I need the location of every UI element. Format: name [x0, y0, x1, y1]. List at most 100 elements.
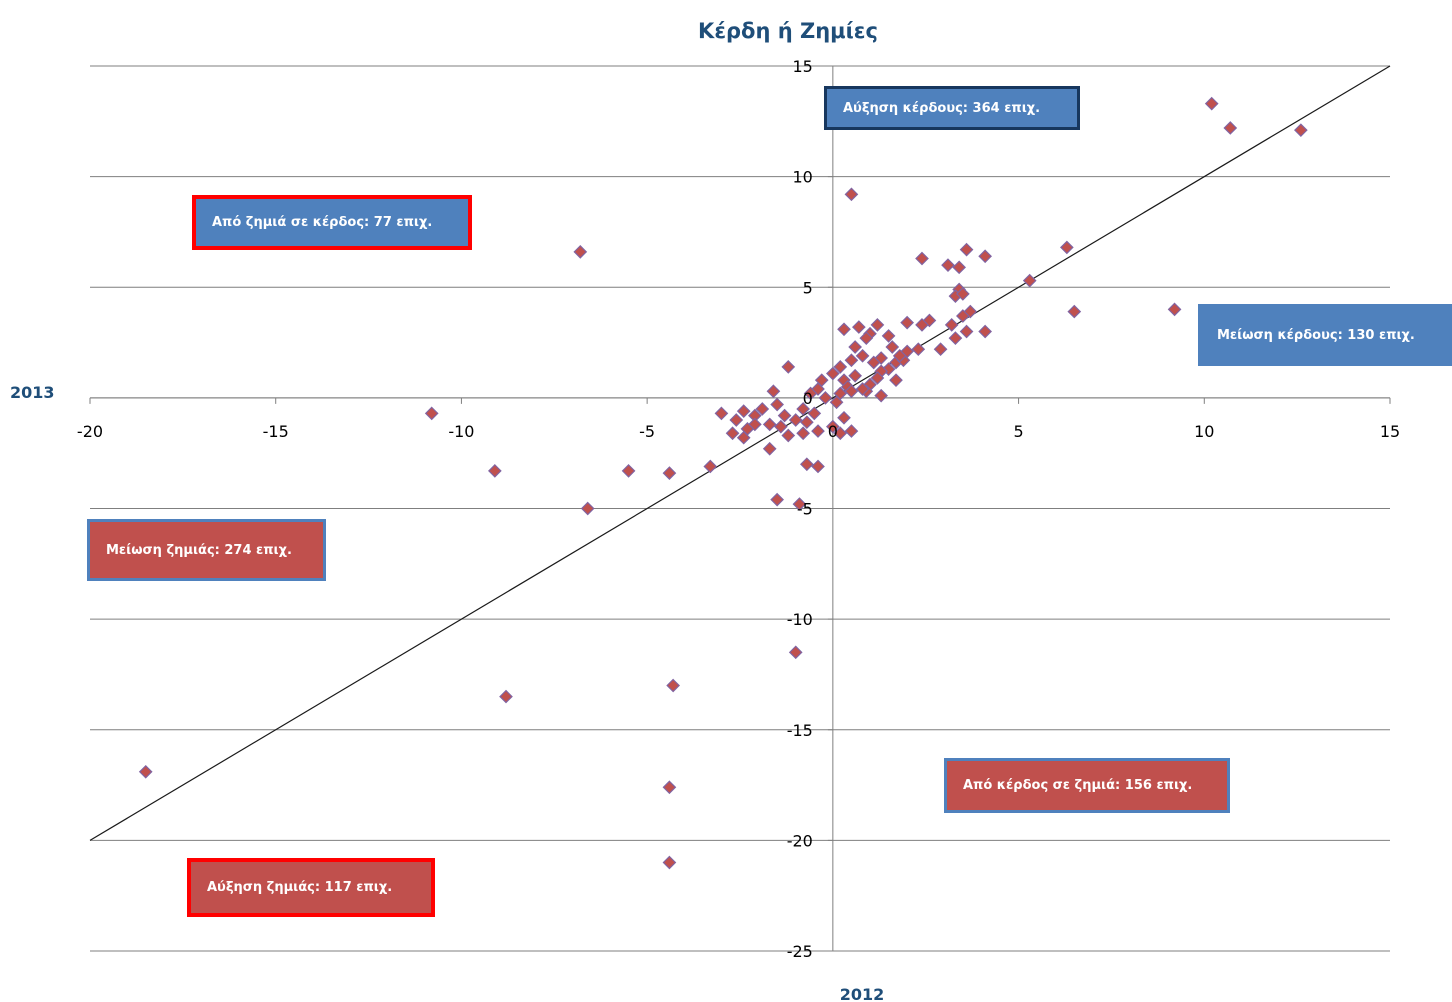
data-point	[1294, 123, 1308, 138]
data-point	[796, 426, 810, 441]
data-point	[580, 501, 595, 516]
data-point	[499, 689, 513, 704]
x-tick-label: 10	[1194, 422, 1214, 441]
data-point	[807, 406, 822, 421]
y-tick-label: -20	[787, 831, 813, 850]
x-tick-label: -20	[77, 422, 103, 441]
data-point	[881, 329, 896, 343]
data-point	[703, 459, 718, 474]
data-point	[488, 464, 502, 478]
data-point	[837, 322, 851, 337]
annotation-loss-increase: Αύξηση ζημιάς: 117 επιχ.	[187, 858, 435, 917]
x-axis-title: 2012	[840, 985, 885, 1002]
reference-line	[89, 65, 1391, 841]
data-point	[889, 373, 903, 388]
data-point	[844, 424, 859, 438]
data-point	[1223, 121, 1238, 135]
y-tick-label: 5	[803, 278, 813, 297]
data-point	[781, 360, 796, 374]
data-point	[1060, 240, 1074, 255]
y-tick-label: 0	[803, 389, 813, 408]
data-point	[662, 855, 677, 870]
data-point	[859, 331, 874, 345]
y-tick-label: 15	[792, 57, 812, 76]
data-point	[818, 391, 833, 405]
y-tick-label: -5	[797, 500, 813, 519]
data-point	[915, 318, 929, 332]
y-tick-label: -10	[787, 610, 813, 629]
data-point	[941, 258, 955, 272]
data-point	[811, 424, 825, 438]
data-point	[852, 320, 866, 334]
data-point	[811, 459, 825, 474]
data-point	[952, 260, 966, 275]
data-point	[796, 402, 810, 416]
x-tick-label: -15	[263, 422, 289, 441]
data-point	[781, 428, 796, 443]
data-point	[826, 419, 840, 434]
data-point	[792, 497, 807, 511]
data-point	[866, 355, 881, 370]
data-point	[725, 426, 740, 441]
data-point	[803, 386, 818, 401]
data-point	[833, 426, 848, 441]
y-axis-title: 2013	[10, 383, 55, 402]
data-point	[833, 360, 848, 374]
data-point	[138, 764, 153, 779]
data-point	[1204, 96, 1219, 111]
data-point	[837, 410, 851, 425]
y-tick-label: 10	[792, 168, 812, 187]
data-point	[662, 466, 677, 480]
data-point	[956, 309, 970, 323]
data-point	[1067, 304, 1082, 319]
data-point	[959, 242, 974, 257]
data-point	[800, 415, 814, 430]
data-point	[885, 340, 900, 354]
x-tick-label: 0	[828, 422, 838, 441]
data-point	[870, 318, 885, 332]
data-point	[800, 457, 814, 472]
y-tick-label: -25	[787, 942, 813, 961]
y-tick-label: -15	[787, 721, 813, 740]
data-point	[959, 324, 974, 339]
data-point	[1022, 273, 1037, 288]
y-tick-labels: -25 -20 -15 -10 -5 0 5 10 15	[787, 57, 813, 961]
data-point	[762, 417, 777, 432]
annotation-profit-to-loss: Από κέρδος σε ζημιά: 156 επιχ.	[944, 758, 1230, 813]
data-point	[766, 384, 781, 399]
data-points	[138, 96, 1308, 870]
data-point	[933, 342, 948, 357]
annotation-profit-decrease: Μείωση κέρδους: 130 επιχ.	[1198, 304, 1452, 366]
data-point	[755, 402, 770, 416]
data-point	[892, 348, 907, 363]
x-tick-label: -5	[639, 422, 655, 441]
data-point	[956, 287, 970, 301]
data-point	[844, 353, 859, 368]
data-point	[944, 318, 959, 332]
data-point	[770, 397, 784, 412]
data-point	[848, 368, 862, 383]
data-point	[666, 678, 680, 693]
data-point	[662, 780, 677, 795]
annotation-loss-decrease: Μείωση ζημιάς: 274 επιχ.	[87, 519, 326, 581]
x-tick-label: 5	[1013, 422, 1023, 441]
axes	[89, 65, 1391, 952]
data-point	[915, 251, 929, 266]
data-point	[788, 413, 803, 427]
annotation-loss-to-profit: Από ζημιά σε κέρδος: 77 επιχ.	[192, 195, 472, 250]
data-point	[844, 384, 859, 399]
data-point	[774, 419, 788, 434]
data-point	[1167, 302, 1182, 317]
x-tick-label: -10	[448, 422, 474, 441]
data-point	[911, 342, 926, 357]
data-point	[874, 388, 888, 403]
data-point	[948, 331, 963, 345]
data-point	[788, 645, 803, 660]
data-point	[736, 404, 751, 418]
data-point	[621, 464, 636, 478]
data-point	[777, 408, 792, 423]
data-point	[978, 324, 992, 339]
data-point	[424, 406, 439, 421]
data-point	[870, 371, 885, 385]
